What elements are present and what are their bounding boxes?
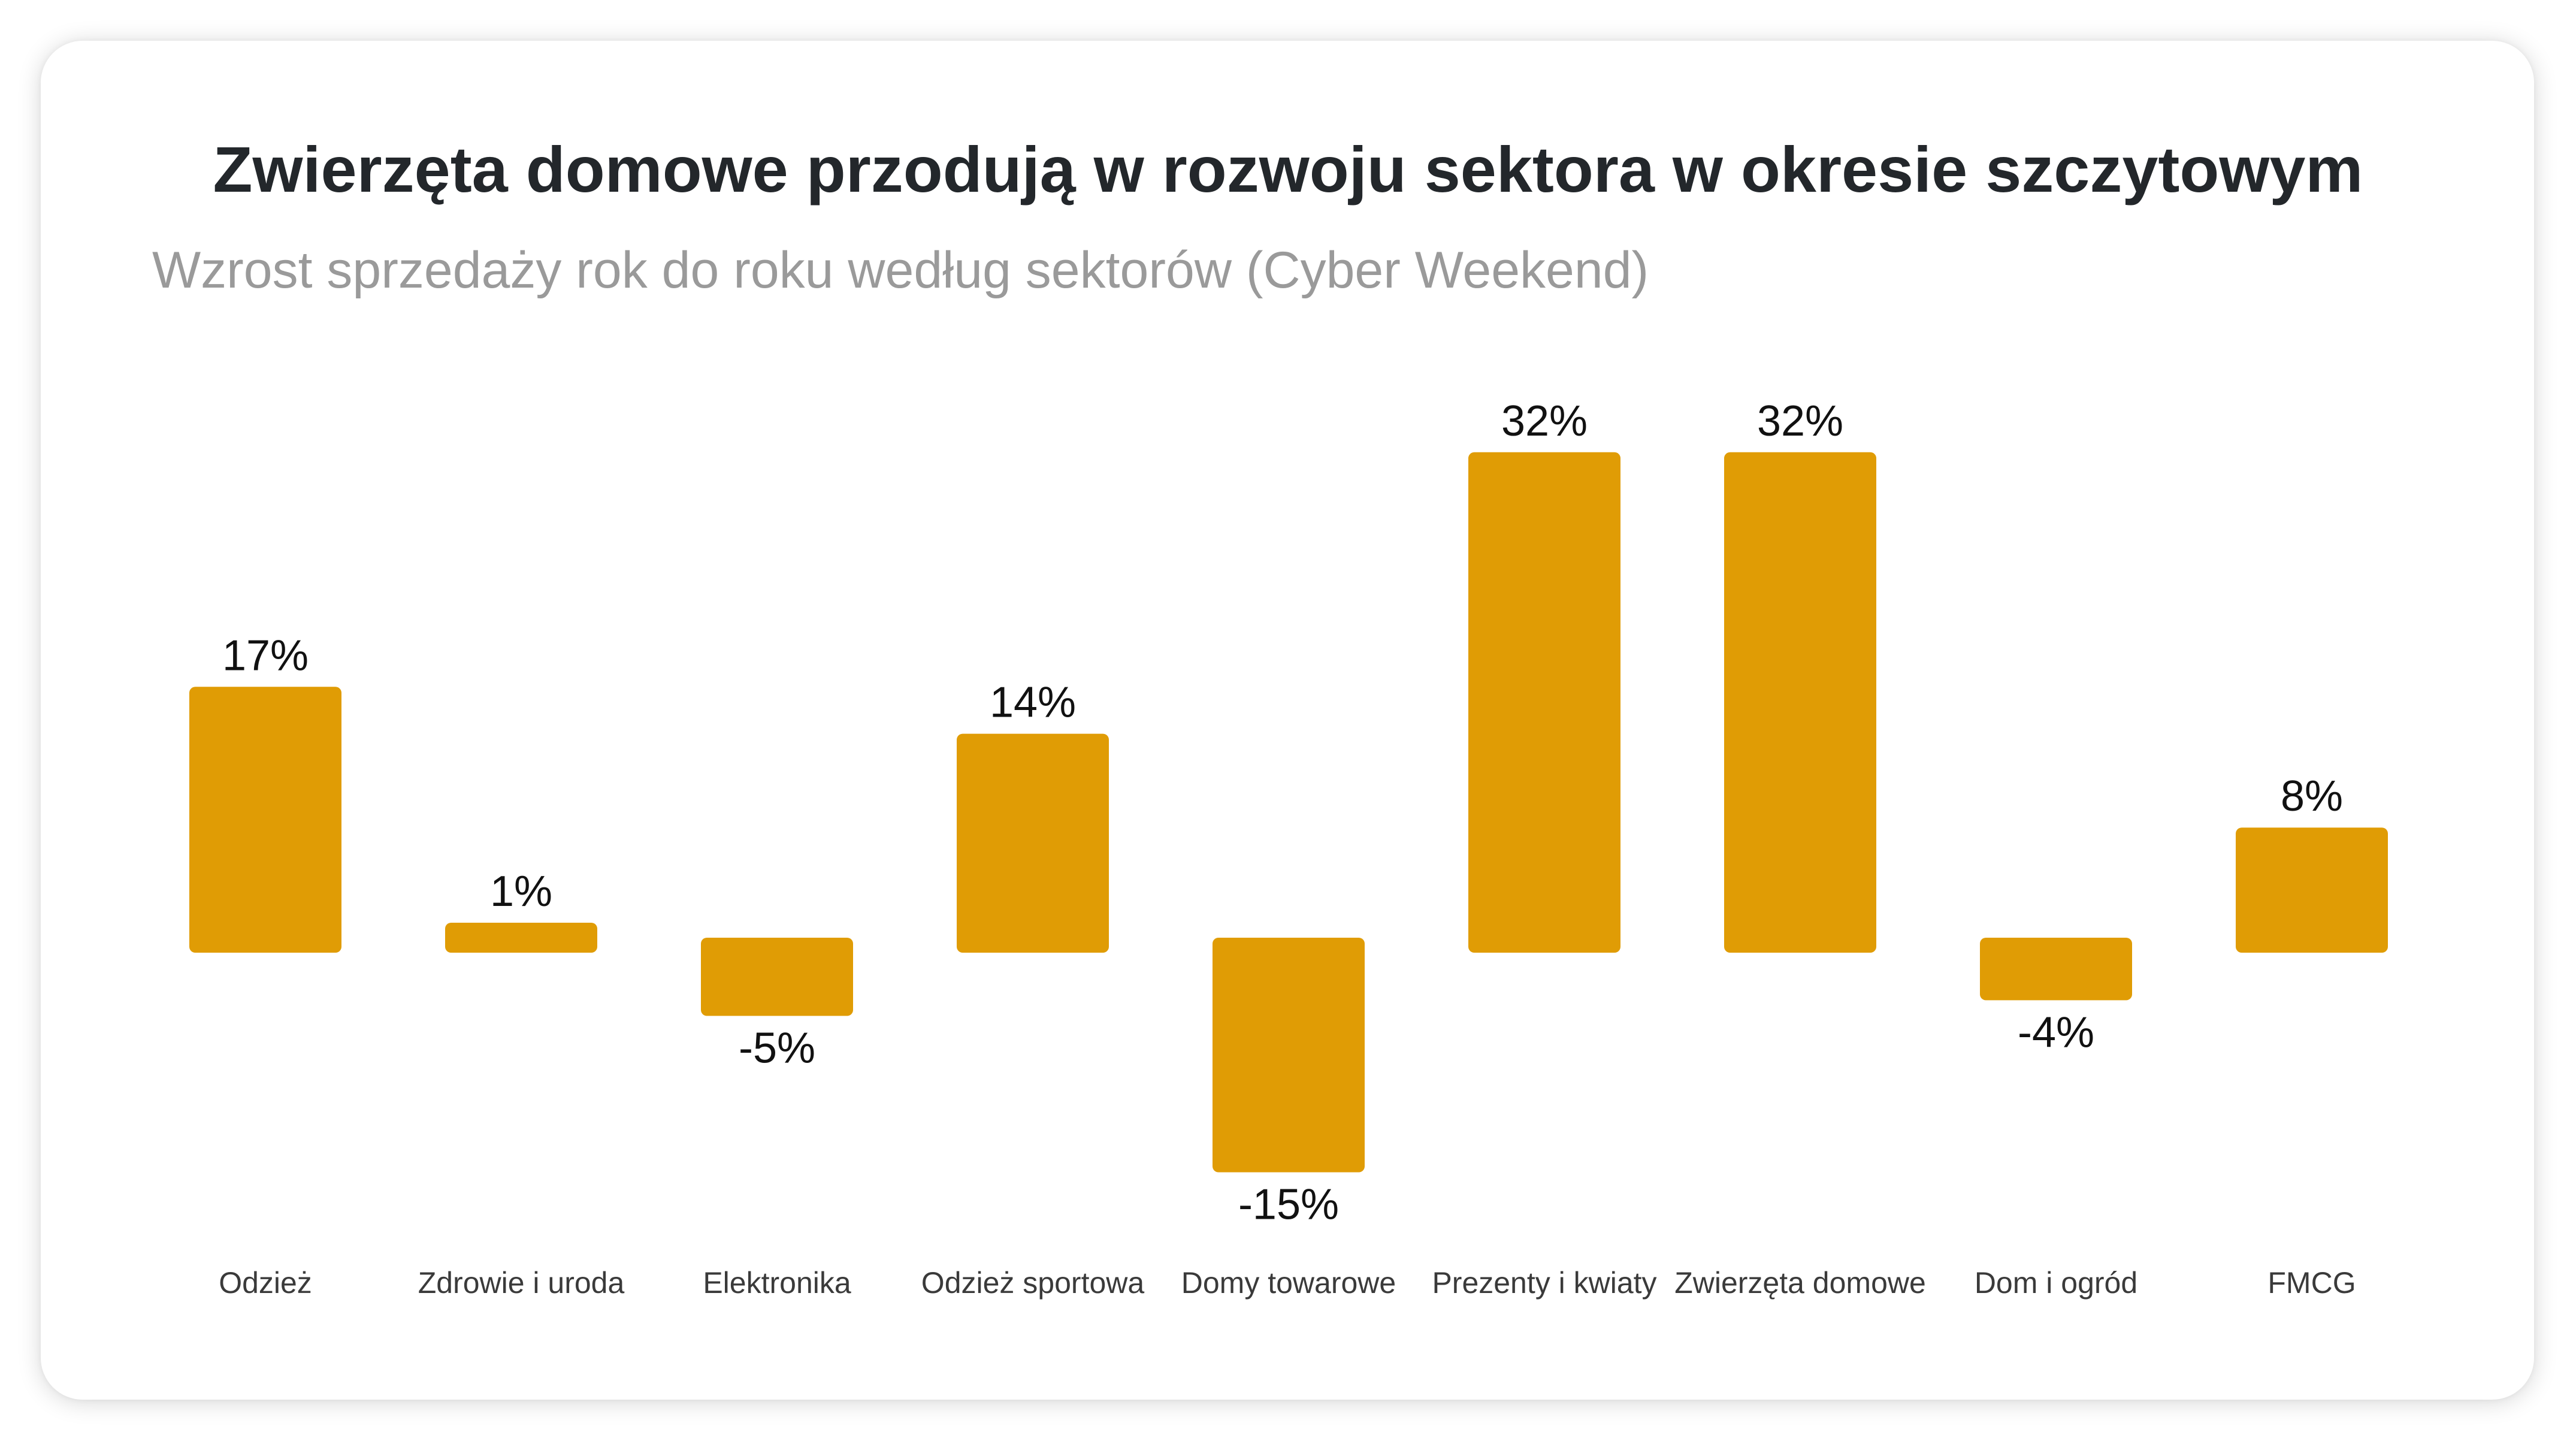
bar <box>189 687 341 953</box>
chart-title: Zwierzęta domowe przodują w rozwoju sekt… <box>213 133 2363 206</box>
bar <box>2236 827 2388 953</box>
category-label: Prezenty i kwiaty <box>1432 1266 1656 1300</box>
category-label: Zwierzęta domowe <box>1674 1266 1926 1300</box>
bar-value-label: 14% <box>990 679 1076 727</box>
bar-value-label: 17% <box>222 632 309 679</box>
bar <box>1468 452 1620 953</box>
bar <box>1724 452 1876 953</box>
category-label: Zdrowie i uroda <box>418 1266 625 1300</box>
bar <box>1980 938 2132 1001</box>
bar <box>701 938 853 1016</box>
chart-subtitle: Wzrost sprzedaży rok do roku według sekt… <box>152 241 1649 299</box>
bar <box>1213 938 1365 1173</box>
bar-value-label: -15% <box>1238 1181 1339 1229</box>
bar <box>445 923 597 953</box>
chart-card <box>41 41 2534 1400</box>
bar-value-label: -4% <box>2018 1008 2094 1056</box>
category-label: Domy towarowe <box>1181 1266 1396 1300</box>
bar-value-label: 8% <box>2281 772 2343 820</box>
category-label: Elektronika <box>703 1266 851 1300</box>
category-label: Odzież sportowa <box>921 1266 1145 1300</box>
bar-value-label: 32% <box>1501 397 1588 445</box>
bar-value-label: -5% <box>739 1025 815 1073</box>
category-label: FMCG <box>2267 1266 2356 1300</box>
bar <box>957 733 1109 953</box>
category-label: Odzież <box>219 1266 312 1300</box>
category-label: Dom i ogród <box>1975 1266 2137 1300</box>
bar-value-label: 1% <box>490 868 552 916</box>
bar-value-label: 32% <box>1757 397 1843 445</box>
